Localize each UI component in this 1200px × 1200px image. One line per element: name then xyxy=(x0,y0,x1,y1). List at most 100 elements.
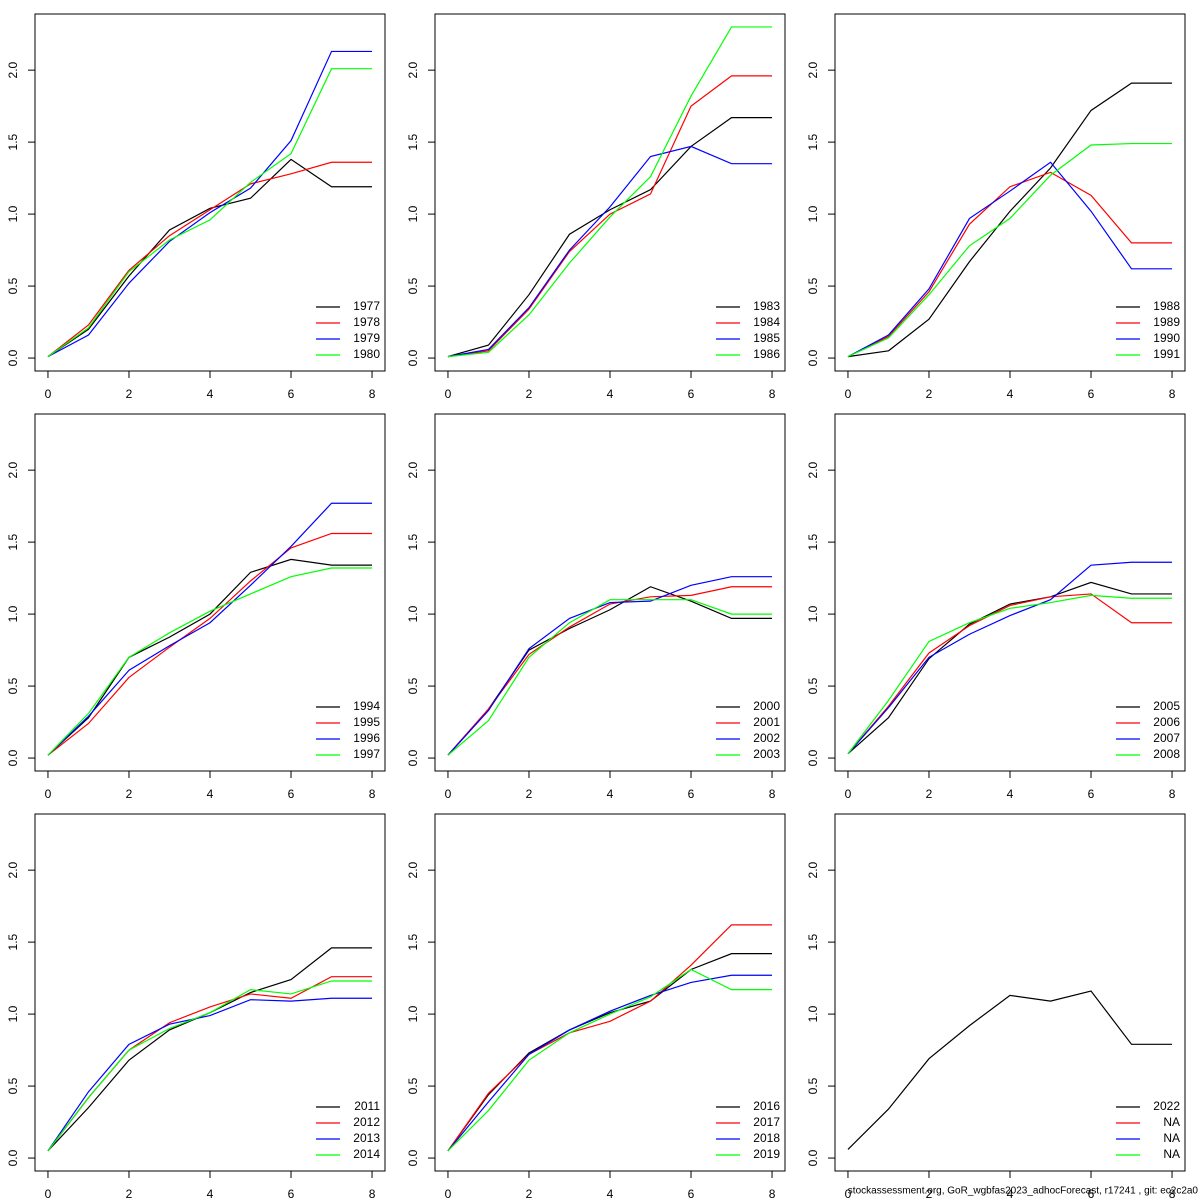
series-line xyxy=(447,599,773,756)
y-tick-label: 1.0 xyxy=(806,605,820,622)
x-tick-label: 2 xyxy=(926,1187,933,1200)
x-tick-label: 0 xyxy=(445,787,452,801)
legend-label: 2002 xyxy=(753,731,780,745)
x-tick-label: 8 xyxy=(769,387,776,401)
series-line xyxy=(447,586,773,756)
legend-label: 1988 xyxy=(1153,299,1180,313)
x-tick-label: 2 xyxy=(126,387,133,401)
legend-label: 2003 xyxy=(753,747,780,761)
legend-label: 1996 xyxy=(353,731,380,745)
series-line xyxy=(847,581,1173,755)
legend-label: 2001 xyxy=(753,715,780,729)
legend-label: 2012 xyxy=(353,1115,380,1129)
series-line xyxy=(847,171,1173,358)
series-line xyxy=(847,161,1173,358)
y-tick-label: 1.0 xyxy=(806,1005,820,1022)
plot-frame xyxy=(434,413,786,772)
y-tick-label: 1.5 xyxy=(6,933,20,950)
x-tick-label: 4 xyxy=(1007,387,1014,401)
legend-label: 1989 xyxy=(1153,315,1180,329)
y-tick-label: 2.0 xyxy=(806,61,820,78)
legend-label: 2000 xyxy=(753,699,780,713)
y-tick-label: 2.0 xyxy=(6,461,20,478)
series-line xyxy=(847,561,1173,755)
x-tick-label: 4 xyxy=(607,787,614,801)
legend-label: 1977 xyxy=(353,299,380,313)
series-line xyxy=(847,593,1173,755)
legend-label: NA xyxy=(1163,1131,1180,1145)
series-line xyxy=(447,145,773,358)
y-tick-label: 1.5 xyxy=(6,533,20,550)
series-line xyxy=(847,990,1173,1150)
series-line xyxy=(447,974,773,1152)
legend-label: 2007 xyxy=(1153,731,1180,745)
series-line xyxy=(47,532,373,756)
y-tick-label: 1.5 xyxy=(806,133,820,150)
y-tick-label: 1.5 xyxy=(406,133,420,150)
x-tick-label: 8 xyxy=(769,1187,776,1200)
y-tick-label: 0.5 xyxy=(6,277,20,294)
y-tick-label: 2.0 xyxy=(806,861,820,878)
plot-frame xyxy=(434,13,786,372)
y-tick-label: 0.0 xyxy=(6,749,20,766)
y-tick-label: 0.0 xyxy=(406,1149,420,1166)
legend-label: 1994 xyxy=(353,699,380,713)
x-tick-label: 4 xyxy=(207,387,214,401)
x-tick-label: 6 xyxy=(288,387,295,401)
x-tick-label: 4 xyxy=(207,1187,214,1200)
x-tick-label: 6 xyxy=(288,787,295,801)
series-line xyxy=(47,50,373,358)
y-tick-label: 1.5 xyxy=(806,533,820,550)
x-tick-label: 2 xyxy=(526,1187,533,1200)
series-line xyxy=(447,924,773,1152)
legend-label: 2005 xyxy=(1153,699,1180,713)
y-tick-label: 2.0 xyxy=(806,461,820,478)
y-tick-label: 2.0 xyxy=(6,61,20,78)
plot-frame xyxy=(34,813,386,1172)
series-line xyxy=(47,161,373,358)
x-tick-label: 4 xyxy=(1007,787,1014,801)
series-line xyxy=(447,576,773,756)
legend-label: 1983 xyxy=(753,299,780,313)
x-tick-label: 8 xyxy=(1169,387,1176,401)
x-tick-label: 8 xyxy=(369,787,376,801)
x-tick-label: 2 xyxy=(526,787,533,801)
x-tick-label: 0 xyxy=(845,787,852,801)
y-tick-label: 0.0 xyxy=(6,1149,20,1166)
series-line xyxy=(47,558,373,756)
y-tick-label: 0.0 xyxy=(806,349,820,366)
legend-label: NA xyxy=(1163,1147,1180,1161)
series-line xyxy=(447,26,773,358)
y-tick-label: 0.0 xyxy=(806,749,820,766)
x-tick-label: 6 xyxy=(288,1187,295,1200)
y-tick-label: 0.5 xyxy=(406,677,420,694)
y-tick-label: 0.5 xyxy=(806,277,820,294)
x-tick-label: 6 xyxy=(688,787,695,801)
y-tick-label: 2.0 xyxy=(406,61,420,78)
legend-label: 1978 xyxy=(353,315,380,329)
plot-frame xyxy=(834,413,1186,772)
legend-label: 1980 xyxy=(353,347,380,361)
x-tick-label: 4 xyxy=(207,787,214,801)
legend-label: 1984 xyxy=(753,315,780,329)
plot-frame xyxy=(834,13,1186,372)
plot-frame xyxy=(834,813,1186,1172)
series-line xyxy=(447,586,773,756)
y-tick-label: 2.0 xyxy=(406,861,420,878)
series-line xyxy=(447,968,773,1152)
x-tick-label: 8 xyxy=(1169,787,1176,801)
x-tick-label: 6 xyxy=(1088,1187,1095,1200)
y-tick-label: 0.5 xyxy=(406,277,420,294)
footer: stockassessment.org, GoR_wgbfas2023_adho… xyxy=(848,1186,1199,1197)
x-tick-label: 0 xyxy=(45,787,52,801)
legend-label: 1985 xyxy=(753,331,780,345)
series-line xyxy=(847,82,1173,358)
x-tick-label: 2 xyxy=(926,787,933,801)
series-line xyxy=(47,947,373,1152)
y-tick-label: 1.5 xyxy=(806,933,820,950)
x-tick-label: 8 xyxy=(769,787,776,801)
series-line xyxy=(47,68,373,358)
x-tick-label: 0 xyxy=(445,1187,452,1200)
legend-label: 1990 xyxy=(1153,331,1180,345)
series-line xyxy=(447,75,773,358)
